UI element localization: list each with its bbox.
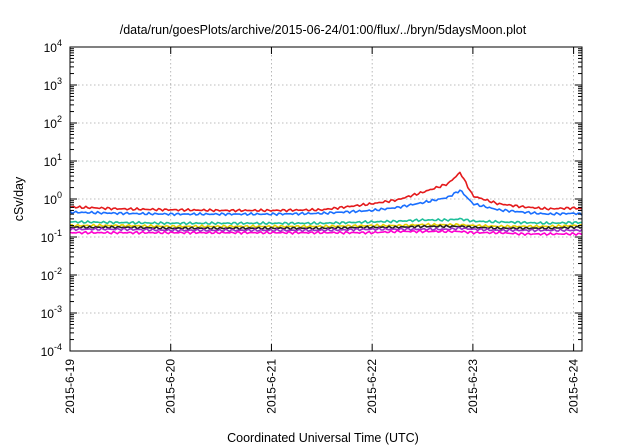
- x-tick-label: 2015-6-23: [466, 359, 480, 414]
- x-tick-label: 2015-6-19: [63, 359, 77, 414]
- series-line: [69, 217, 583, 226]
- y-tick-label: 10-1: [41, 228, 62, 245]
- y-tick-label: 10-3: [41, 304, 62, 321]
- y-tick-label: 104: [44, 38, 62, 55]
- series-line: [70, 171, 583, 213]
- y-axis-label: cSv/day: [12, 176, 26, 221]
- tick-group: [69, 46, 582, 352]
- y-tick-label: 101: [44, 152, 62, 169]
- chart-title: /data/run/goesPlots/archive/2015-06-24/0…: [120, 23, 527, 37]
- series-line: [69, 226, 583, 233]
- y-tick-label: 10-4: [41, 342, 62, 359]
- x-tick-label: 2015-6-21: [264, 359, 278, 414]
- x-tick-labels: 2015-6-19 2015-6-20 2015-6-21 2015-6-22 2015…: [63, 359, 581, 414]
- y-tick-labels: 10-4 10-3 10-2 10-1 100 101 102 103 104: [41, 38, 62, 359]
- series-line: [69, 229, 583, 236]
- y-tick-label: 10-2: [41, 266, 62, 283]
- y-tick-label: 102: [44, 114, 62, 131]
- x-tick-label: 2015-6-24: [567, 359, 581, 414]
- series-group: [69, 171, 583, 236]
- grid: [70, 47, 582, 351]
- x-tick-label: 2015-6-20: [164, 359, 178, 414]
- x-tick-label: 2015-6-22: [365, 359, 379, 414]
- y-tick-label: 103: [44, 76, 62, 93]
- series-line: [69, 224, 583, 231]
- x-axis-label: Coordinated Universal Time (UTC): [227, 431, 419, 445]
- y-tick-label: 100: [44, 190, 62, 207]
- series-line: [69, 189, 583, 217]
